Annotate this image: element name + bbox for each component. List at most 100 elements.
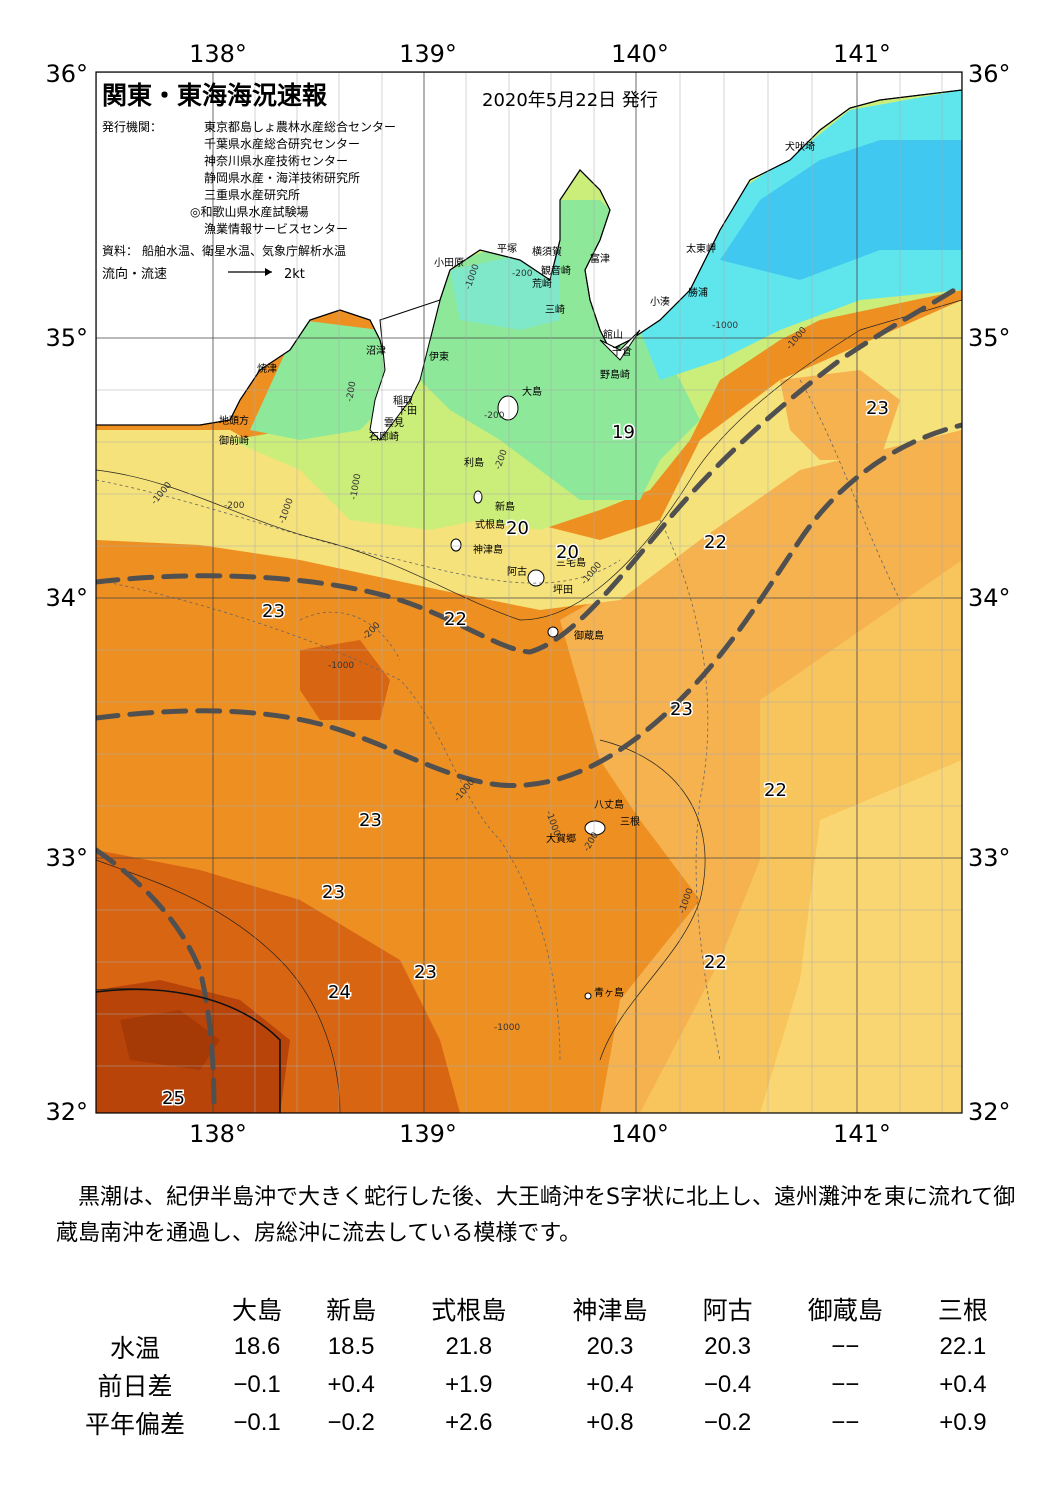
place-name: 焼津: [257, 363, 277, 375]
isotherm-label: 20: [556, 542, 579, 563]
table-cell: −0.1: [233, 1409, 281, 1436]
table-cell: −−: [831, 1409, 860, 1436]
temperature-field: [96, 72, 962, 1113]
publisher: ◎和歌山県水産試験場: [190, 204, 308, 219]
place-name: 雲見: [384, 417, 404, 429]
map-canvas: 138° 139° 140° 141° 138° 139° 140° 141° …: [45, 40, 1011, 1148]
lon-label: 140°: [611, 40, 669, 68]
isotherm-label: 22: [704, 952, 727, 973]
table-cell: +0.4: [327, 1371, 375, 1398]
row-label: 前日差: [97, 1372, 173, 1401]
arrowhead-icon: [265, 268, 272, 276]
table-cell: +0.4: [939, 1371, 987, 1398]
isotherm-label: 23: [262, 601, 285, 622]
table-cell: 18.5: [327, 1333, 375, 1360]
kuroshio-axes: [96, 282, 962, 1113]
table-row: 前日差 −0.1 +0.4 +1.9 +0.4 −0.4 −− +0.4: [60, 1366, 1010, 1404]
table-row: 平年偏差 −0.1 −0.2 +2.6 +0.8 −0.2 −− +0.9: [60, 1404, 1010, 1442]
depth-label: -1000: [328, 661, 354, 671]
table-cell: +1.9: [445, 1371, 493, 1398]
table-cell: 20.3: [586, 1333, 634, 1360]
place-name: 利島: [464, 456, 484, 469]
place-name: 犬吠埼: [785, 140, 815, 153]
place-name: 地頭方: [219, 414, 249, 427]
table-cell: +0.9: [939, 1409, 987, 1436]
place-name: 千倉: [612, 345, 632, 358]
lon-label: 140°: [611, 1120, 669, 1148]
water-temperature-table: 大島 新島 式根島 神津島 阿古 御蔵島 三根 水温 18.6 18.5 21.…: [60, 1290, 1010, 1442]
place-name: 小湊: [650, 295, 670, 308]
issue-date: 2020年5月22日 発行: [482, 90, 658, 111]
publisher: 静岡県水産・海洋技術研究所: [204, 170, 360, 185]
place-name: 神津島: [473, 543, 503, 556]
isotherm-label: 24: [328, 982, 351, 1003]
sea-temperature-map: 138° 139° 140° 141° 138° 139° 140° 141° …: [45, 40, 1011, 1148]
column-header: 新島: [326, 1296, 377, 1325]
table-cell: −−: [831, 1333, 860, 1360]
depth-label: -200: [345, 380, 358, 402]
depth-label: -1000: [349, 473, 363, 501]
place-name: 横須賀: [532, 245, 562, 258]
place-name: 式根島: [475, 518, 505, 531]
table-cell: −−: [831, 1371, 860, 1398]
column-header: 大島: [232, 1296, 283, 1325]
isotherm-label: 23: [322, 882, 345, 903]
table-cell: +0.8: [586, 1409, 634, 1436]
lat-axis-left: 36° 35° 34° 33° 32°: [45, 60, 88, 1126]
lat-label: 34°: [968, 584, 1011, 612]
place-name: 館山: [603, 328, 623, 341]
publisher: 千葉県水産総合研究センター: [204, 136, 360, 151]
isotherm-label: 22: [764, 780, 787, 801]
flow-label: 流向・流速: [102, 266, 167, 282]
table-cell: +2.6: [445, 1409, 493, 1436]
lat-label: 34°: [45, 584, 88, 612]
summary-text: 黒潮は、紀伊半島沖で大きく蛇行した後、大王崎沖をS字状に北上し、遠州灘沖を東に流…: [56, 1185, 1016, 1246]
table-cell: 21.8: [445, 1333, 493, 1360]
lon-label: 138°: [189, 1120, 247, 1148]
place-name: 阿古: [507, 565, 527, 578]
lon-label: 139°: [399, 1120, 457, 1148]
niijima-island: [473, 490, 483, 504]
isotherm-label: 19: [612, 422, 635, 443]
place-labels: 犬吠埼 太東岬 勝浦 小湊 館山 千倉 野島崎 富津 横須賀 観音崎 荒崎 三崎…: [219, 140, 815, 999]
table-cell: 18.6: [233, 1333, 281, 1360]
column-header: 三根: [937, 1296, 988, 1325]
place-name: 三宅島: [556, 556, 586, 569]
column-header: 御蔵島: [807, 1296, 883, 1325]
column-header: 式根島: [431, 1296, 507, 1325]
depth-label: -1000: [494, 1023, 520, 1033]
table-cell: +0.4: [586, 1371, 634, 1398]
lon-axis-top: 138° 139° 140° 141°: [189, 40, 891, 68]
isotherm-label: 25: [162, 1088, 185, 1109]
column-header: 神津島: [572, 1296, 648, 1325]
lat-label: 32°: [968, 1098, 1011, 1126]
row-label: 平年偏差: [84, 1410, 185, 1439]
depth-label: -200: [484, 411, 505, 421]
map-title: 関東・東海海況速報: [102, 81, 328, 110]
hachijojima-island: [584, 820, 606, 836]
mikurajima-island: [547, 626, 559, 638]
table-cell: −0.2: [327, 1409, 375, 1436]
lat-label: 33°: [45, 844, 88, 872]
place-name: 伊東: [429, 350, 449, 363]
table-cell: 22.1: [939, 1333, 987, 1360]
isotherm-label: 23: [359, 810, 382, 831]
lat-label: 33°: [968, 844, 1011, 872]
place-name: 観音崎: [541, 264, 571, 277]
miyakejima-island: [527, 569, 545, 587]
isotherm-label: 22: [704, 532, 727, 553]
map-header: 関東・東海海況速報 2020年5月22日 発行 発行機関： 東京都島しょ農林水産…: [102, 81, 658, 282]
lat-label: 32°: [45, 1098, 88, 1126]
place-name: 新島: [495, 500, 515, 513]
place-name: 荒崎: [532, 277, 552, 290]
lat-label: 36°: [45, 60, 88, 88]
row-label: 水温: [109, 1334, 160, 1363]
source-label: 資料：: [102, 244, 138, 258]
place-name: 三崎: [545, 303, 565, 316]
oshima-island: [497, 395, 519, 421]
lat-label: 35°: [968, 324, 1011, 352]
flow-scale: 2kt: [284, 267, 305, 282]
place-name: 富津: [590, 252, 610, 265]
place-name: 下田: [397, 406, 417, 417]
lon-label: 138°: [189, 40, 247, 68]
